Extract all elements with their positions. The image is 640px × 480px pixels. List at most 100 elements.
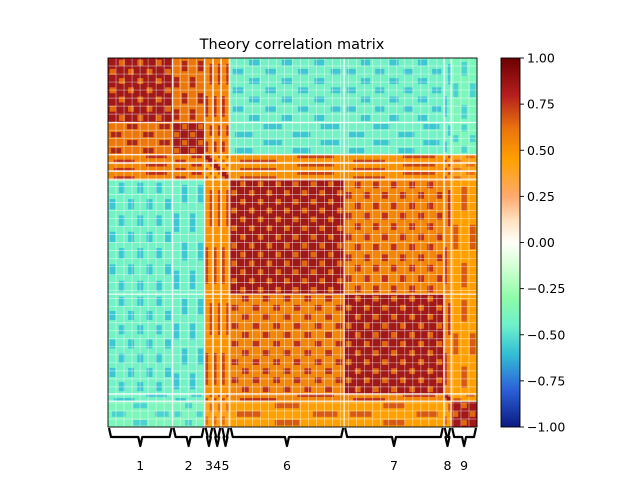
heatmap-cell [398,148,415,154]
heatmap-cell [155,215,162,226]
heatmap-cell [222,352,225,385]
heatmap-cell [304,386,312,393]
heatmap-cell [155,296,162,306]
heatmap-cell [217,172,221,175]
heatmap-cell [248,278,255,284]
heatmap-cell [382,192,388,199]
heatmap-cell [283,386,291,393]
colorbar-tick-label: −1.00 [527,420,565,435]
heatmap-cell [427,313,434,320]
heatmap-cell [222,247,225,284]
heatmap-cell [409,285,415,293]
heatmap-cell [205,167,209,171]
heatmap-cell [205,398,209,401]
heatmap-cell [109,105,116,112]
heatmap-cell [174,411,182,417]
heatmap-cell [400,359,406,365]
heatmap-cell [400,254,406,262]
heatmap-cell [466,394,475,397]
heatmap-cell [372,332,379,338]
heatmap-cell [274,419,300,426]
heatmap-cell [213,416,217,425]
heatmap-cell [391,332,397,338]
heatmap-cell [400,212,406,220]
heatmap-cell [344,163,445,172]
heatmap-cell [118,280,125,292]
heatmap-cell [375,68,385,75]
heatmap-cell [118,78,125,85]
heatmap-cell [469,224,476,250]
chart-title: Theory correlation matrix [199,37,385,53]
heatmap-cell [155,96,162,103]
heatmap-cell [372,244,379,251]
heatmap-cell [335,322,343,329]
heatmap-cell [182,124,188,130]
heatmap-cell [354,285,361,293]
heatmap-cell [146,231,153,243]
heatmap-cell [222,167,225,171]
heatmap-cell [336,278,343,284]
heatmap-cell [195,411,203,417]
heatmap-cell [249,115,260,121]
heatmap-cell [128,105,135,112]
heatmap-cell [231,359,239,365]
heatmap-cell [231,225,237,231]
heatmap-cell [320,140,340,146]
heatmap-cell [118,215,125,226]
heatmap-cell [240,198,246,205]
heatmap-cell [213,141,217,152]
heatmap-cell [448,172,451,175]
heatmap-cell [402,155,435,159]
heatmap-cell [319,225,325,231]
heatmap-cell [118,325,125,335]
heatmap-cell [427,332,434,338]
heatmap-cell [301,190,308,196]
heatmap-cell [451,163,478,172]
heatmap-cell [427,202,434,210]
heatmap-cell [222,398,225,401]
heatmap-cell [310,286,317,293]
heatmap-cell [155,182,162,194]
heatmap-cell [174,148,180,154]
group-label: 8 [444,458,452,473]
heatmap-cell [190,323,196,340]
heatmap-cell [372,264,379,272]
heatmap-cell [159,124,170,130]
heatmap-cell [461,104,467,119]
heatmap-cell [382,341,388,347]
heatmap-cell [213,352,217,385]
heatmap-cell [231,304,239,311]
heatmap-cell [360,115,371,121]
heatmap-cell [451,393,478,402]
heatmap-cell [165,310,171,321]
heatmap-cell [229,294,345,395]
heatmap-cell [453,167,462,171]
heatmap-cell [284,260,290,267]
heatmap-cell [213,159,217,163]
heatmap-cell [226,125,230,136]
heatmap-cell [443,171,452,181]
heatmap-cell [301,260,308,267]
heatmap-cell [294,377,301,384]
heatmap-cell [165,339,171,349]
heatmap-cell [221,122,231,156]
heatmap-cell [409,386,415,393]
heatmap-cell [363,322,370,329]
heatmap-cell [174,213,180,232]
heatmap-cell [314,322,322,329]
heatmap-cell [205,247,209,284]
heatmap-cell [229,179,345,295]
heatmap-cell [204,154,214,164]
heatmap-cell [427,386,434,393]
group-brace [443,427,452,448]
heatmap-cell [416,411,438,417]
heatmap-cell [325,313,332,320]
heatmap-cell [262,332,270,338]
heatmap-cell [448,394,451,397]
heatmap-cell [391,202,397,210]
heatmap-cell [213,401,222,428]
heatmap-cell [297,163,334,167]
heatmap-cell [266,225,273,231]
heatmap-cell [240,286,246,293]
